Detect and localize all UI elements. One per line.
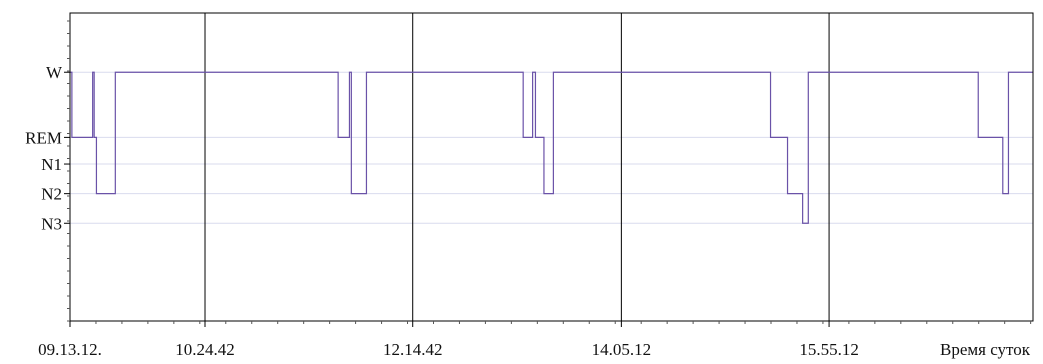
y-axis-labels: W REM N1 N2 N3 bbox=[25, 63, 63, 233]
y-tick-label-n2: N2 bbox=[41, 185, 62, 204]
x-tick-label: 15.55.12 bbox=[799, 340, 859, 359]
x-tick-label: 14.05.12 bbox=[592, 340, 652, 359]
series-layer bbox=[70, 71, 1033, 224]
y-axis-ticks bbox=[64, 20, 70, 322]
vertical-time-lines bbox=[204, 13, 830, 321]
y-tick-label-n3: N3 bbox=[41, 214, 62, 233]
x-axis-ticks bbox=[69, 321, 1032, 327]
grid-layer bbox=[70, 71, 1033, 224]
y-tick-label-w: W bbox=[46, 63, 63, 82]
x-axis-labels: 09.13.12. 10.24.42 12.14.42 14.05.12 15.55.1… bbox=[38, 340, 859, 359]
series-line bbox=[70, 71, 1033, 224]
plot-frame bbox=[69, 12, 1034, 322]
x-tick-label: 09.13.12. bbox=[38, 340, 102, 359]
y-tick-label-n1: N1 bbox=[41, 155, 62, 174]
x-axis-title: Время суток bbox=[940, 340, 1031, 359]
x-tick-label: 10.24.42 bbox=[175, 340, 235, 359]
x-tick-label: 12.14.42 bbox=[383, 340, 443, 359]
y-tick-label-rem: REM bbox=[25, 128, 62, 147]
